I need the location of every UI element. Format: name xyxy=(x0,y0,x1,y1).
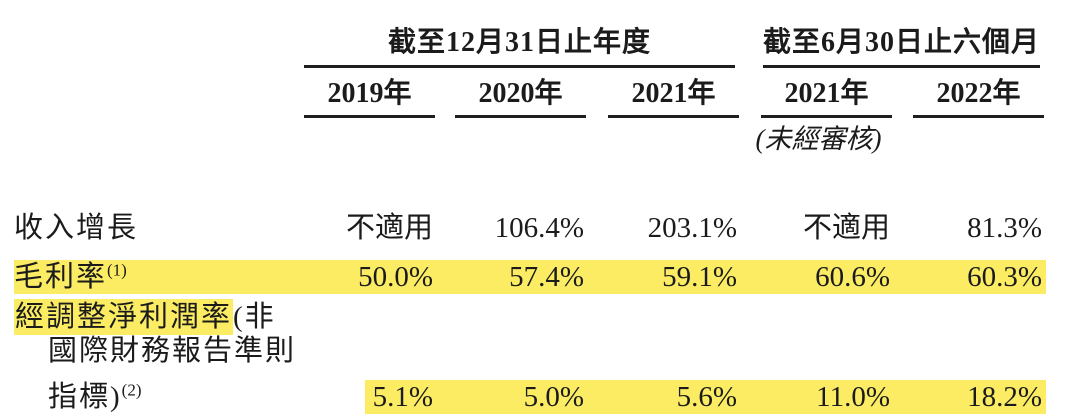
column-group-annual: 截至12月31日止年度 xyxy=(304,28,741,68)
row-label-adjusted-net-margin-line2: 國際財務報告準則 xyxy=(48,335,297,367)
row-label-adjusted-net-margin-line3: 指標)(2) xyxy=(48,380,142,413)
column-group-row: 截至12月31日止年度 截至6月30日止六個月 xyxy=(14,22,1046,68)
footnote-marker-1: (1) xyxy=(107,260,127,280)
unaudited-note: (未經審核) xyxy=(755,124,882,154)
cell-gross-margin-2020: 57.4% xyxy=(509,261,584,293)
cell-adjusted-net-margin-2021-interim: 11.0% xyxy=(816,381,890,413)
cell-revenue-growth-2022-interim: 81.3% xyxy=(967,212,1042,244)
table-row-revenue-growth: 收入增長 不適用 106.4% 203.1% 不適用 81.3% xyxy=(14,210,1046,246)
cell-adjusted-net-margin-2021: 5.6% xyxy=(676,381,737,413)
cell-revenue-growth-2020: 106.4% xyxy=(494,212,584,244)
cell-gross-margin-2021: 59.1% xyxy=(662,261,737,293)
column-group-annual-label: 截至12月31日止年度 xyxy=(304,28,735,68)
unaudited-note-cell: (未經審核) xyxy=(741,124,894,154)
table-row-adjusted-net-margin-values: 指標)(2) 5.1% 5.0% 5.6% 11.0% 18.2% xyxy=(14,380,1046,414)
cell-revenue-growth-2021: 203.1% xyxy=(647,212,737,244)
footnote-marker-2: (2) xyxy=(121,380,142,400)
table-row-gross-margin: 毛利率(1) 50.0% 57.4% 59.1% 60.6% 60.3% xyxy=(14,260,1046,294)
cell-revenue-growth-2021-interim: 不適用 xyxy=(802,212,890,244)
column-header-2022-interim: 2022年 xyxy=(894,80,1046,118)
row-label-gross-margin: 毛利率(1) xyxy=(14,260,127,293)
cell-adjusted-net-margin-2019: 5.1% xyxy=(372,381,433,413)
unaudited-note-row: (未經審核) xyxy=(14,118,1046,168)
cell-adjusted-net-margin-2022-interim: 18.2% xyxy=(967,381,1042,413)
table-body: 收入增長 不適用 106.4% 203.1% 不適用 81.3% 毛利率(1) … xyxy=(14,210,1046,414)
column-group-interim: 截至6月30日止六個月 xyxy=(741,28,1046,68)
column-header-2020: 2020年 xyxy=(437,80,588,118)
highlighted-label-segment: 經調整淨利潤率 xyxy=(14,299,234,335)
column-group-interim-label: 截至6月30日止六個月 xyxy=(763,28,1040,68)
cell-gross-margin-2022-interim: 60.3% xyxy=(967,261,1042,293)
cell-gross-margin-2021-interim: 60.6% xyxy=(815,261,890,293)
cell-revenue-growth-2019: 不適用 xyxy=(345,212,433,244)
cell-adjusted-net-margin-2020: 5.0% xyxy=(523,381,584,413)
year-header-row: 2019年 2020年 2021年 2021年 2022年 xyxy=(14,68,1046,118)
column-header-2021: 2021年 xyxy=(588,80,741,118)
cell-gross-margin-2019: 50.0% xyxy=(358,261,433,293)
table-row-adjusted-net-margin-label-line2: 國際財務報告準則 xyxy=(14,334,1046,368)
column-header-2019: 2019年 xyxy=(304,80,437,118)
column-header-2021-interim: 2021年 xyxy=(741,80,894,118)
row-label-adjusted-net-margin-line1: 經調整淨利潤率(非 xyxy=(14,299,276,335)
row-label-revenue-growth: 收入增長 xyxy=(14,212,139,244)
table-row-adjusted-net-margin-label-line1: 經調整淨利潤率(非 xyxy=(14,299,1046,335)
